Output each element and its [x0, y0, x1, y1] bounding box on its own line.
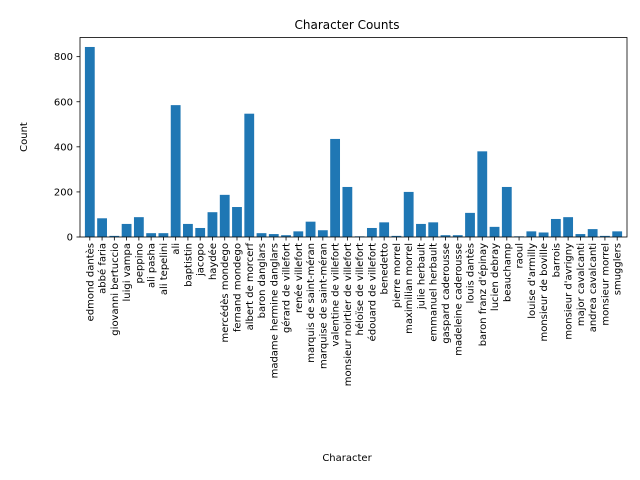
x-tick-label: héloïse de villefort: [354, 243, 366, 336]
bar: [465, 212, 475, 237]
x-tick-label: barrois: [551, 243, 562, 277]
bar: [330, 138, 341, 237]
y-tick-label: 0: [67, 233, 73, 244]
bar: [440, 235, 451, 237]
bar: [256, 233, 267, 237]
bar: [195, 227, 206, 237]
bar: [575, 234, 586, 237]
x-tick-label: baron danglars: [257, 243, 268, 318]
bar: [563, 217, 574, 237]
x-tick-label: smugglers: [613, 243, 624, 295]
bar: [232, 207, 242, 237]
x-tick-label: benedetto: [380, 243, 391, 294]
x-tick-label: emmanuel herbault: [429, 243, 440, 342]
bar: [293, 231, 304, 237]
bar: [600, 235, 610, 237]
x-tick-label: edmond dantès: [84, 243, 96, 321]
x-tick-label: fernand mondego: [232, 243, 243, 332]
bar: [587, 229, 598, 237]
bar: [207, 212, 218, 237]
bar: [416, 223, 426, 237]
bar: [428, 222, 439, 237]
bar: [391, 235, 402, 237]
x-tick-label: giovanni bertuccio: [110, 243, 121, 336]
x-tick-label: albert de morcerf: [245, 243, 256, 331]
x-tick-label: baron franz d'épinay: [477, 243, 489, 346]
bar: [146, 233, 157, 237]
x-tick-label: jacopo: [196, 243, 207, 277]
bar: [366, 227, 377, 237]
bar: [538, 232, 549, 237]
x-tick-label: mercédès mondego: [219, 243, 231, 343]
x-tick-label: major cavalcanti: [576, 243, 587, 326]
bar: [612, 231, 623, 237]
bar: [170, 105, 181, 237]
x-tick-label: abbé faria: [97, 243, 109, 294]
y-axis-label: Count: [19, 122, 30, 152]
bar: [158, 233, 169, 237]
bar: [183, 223, 193, 237]
x-tick-label: madeleine caderousse: [453, 243, 464, 356]
bar: [317, 230, 328, 237]
bar: [281, 235, 291, 237]
x-tick-label: julie herbault: [416, 243, 427, 310]
bars-group: [84, 46, 623, 237]
bar: [305, 221, 316, 237]
bar: [133, 217, 144, 237]
x-tick-label: monsieur noirtier de villefort: [343, 243, 354, 386]
bar: [379, 222, 390, 237]
bar: [219, 194, 230, 237]
bar: [97, 218, 107, 237]
bar: [342, 186, 353, 237]
x-tick-label: lucien debray: [490, 243, 501, 311]
bar: [244, 113, 255, 237]
x-tick-label: édouard de villefort: [366, 243, 378, 341]
y-tick-label: 200: [54, 187, 73, 198]
x-tick-label: ali pasha: [147, 243, 158, 288]
x-tick-label: monsieur de boville: [539, 243, 550, 342]
x-axis-ticks: edmond dantès abbé faria giovanni bertucci…: [84, 237, 624, 386]
bar: [526, 231, 537, 237]
y-tick-label: 600: [54, 97, 73, 108]
x-tick-label: marquis de saint-méran: [305, 243, 317, 363]
bar: [84, 46, 95, 237]
x-tick-label: gérard de villefort: [281, 243, 293, 333]
x-tick-label: marquise de saint-méran: [317, 243, 329, 369]
x-tick-label: luigi vampa: [122, 243, 133, 301]
x-tick-label: pierre morrel: [392, 243, 403, 308]
bar: [489, 226, 500, 237]
x-tick-label: monsieur morrel: [600, 243, 611, 326]
x-tick-label: baptistin: [183, 243, 194, 287]
bar: [452, 235, 463, 237]
x-tick-label: ali tepelini: [159, 243, 170, 295]
x-tick-label: maximilian morrel: [404, 243, 415, 334]
bar: [109, 235, 120, 237]
x-tick-label: renée villefort: [293, 243, 305, 313]
bar: [403, 191, 414, 237]
x-tick-label: ali: [171, 243, 182, 255]
bar: [121, 223, 132, 237]
plot-frame: [79, 37, 628, 238]
x-tick-label: beauchamp: [502, 243, 513, 302]
x-tick-label: louis dantès: [465, 243, 477, 304]
x-tick-label: raoul: [515, 243, 526, 268]
x-tick-label: louise d'armilly: [527, 243, 538, 319]
x-tick-label: monsieur d'avrigny: [564, 243, 575, 340]
bar: [550, 218, 561, 237]
x-tick-label: andrea cavalcanti: [588, 243, 599, 332]
bar: [501, 186, 512, 237]
chart-title: Character Counts: [295, 18, 400, 32]
x-tick-label: madame hermine danglars: [269, 243, 280, 378]
y-axis-ticks: 0 200 400 600 800: [54, 52, 80, 244]
x-tick-label: haydée: [207, 243, 219, 280]
x-tick-label: peppino: [134, 243, 145, 283]
x-axis-label: Character: [322, 453, 372, 464]
y-tick-label: 800: [54, 52, 73, 63]
bar: [477, 151, 488, 237]
x-tick-label: gaspard caderousse: [441, 243, 452, 344]
y-tick-label: 400: [54, 142, 73, 153]
bar: [268, 234, 279, 237]
x-tick-label: valentine de villefort: [331, 243, 342, 347]
